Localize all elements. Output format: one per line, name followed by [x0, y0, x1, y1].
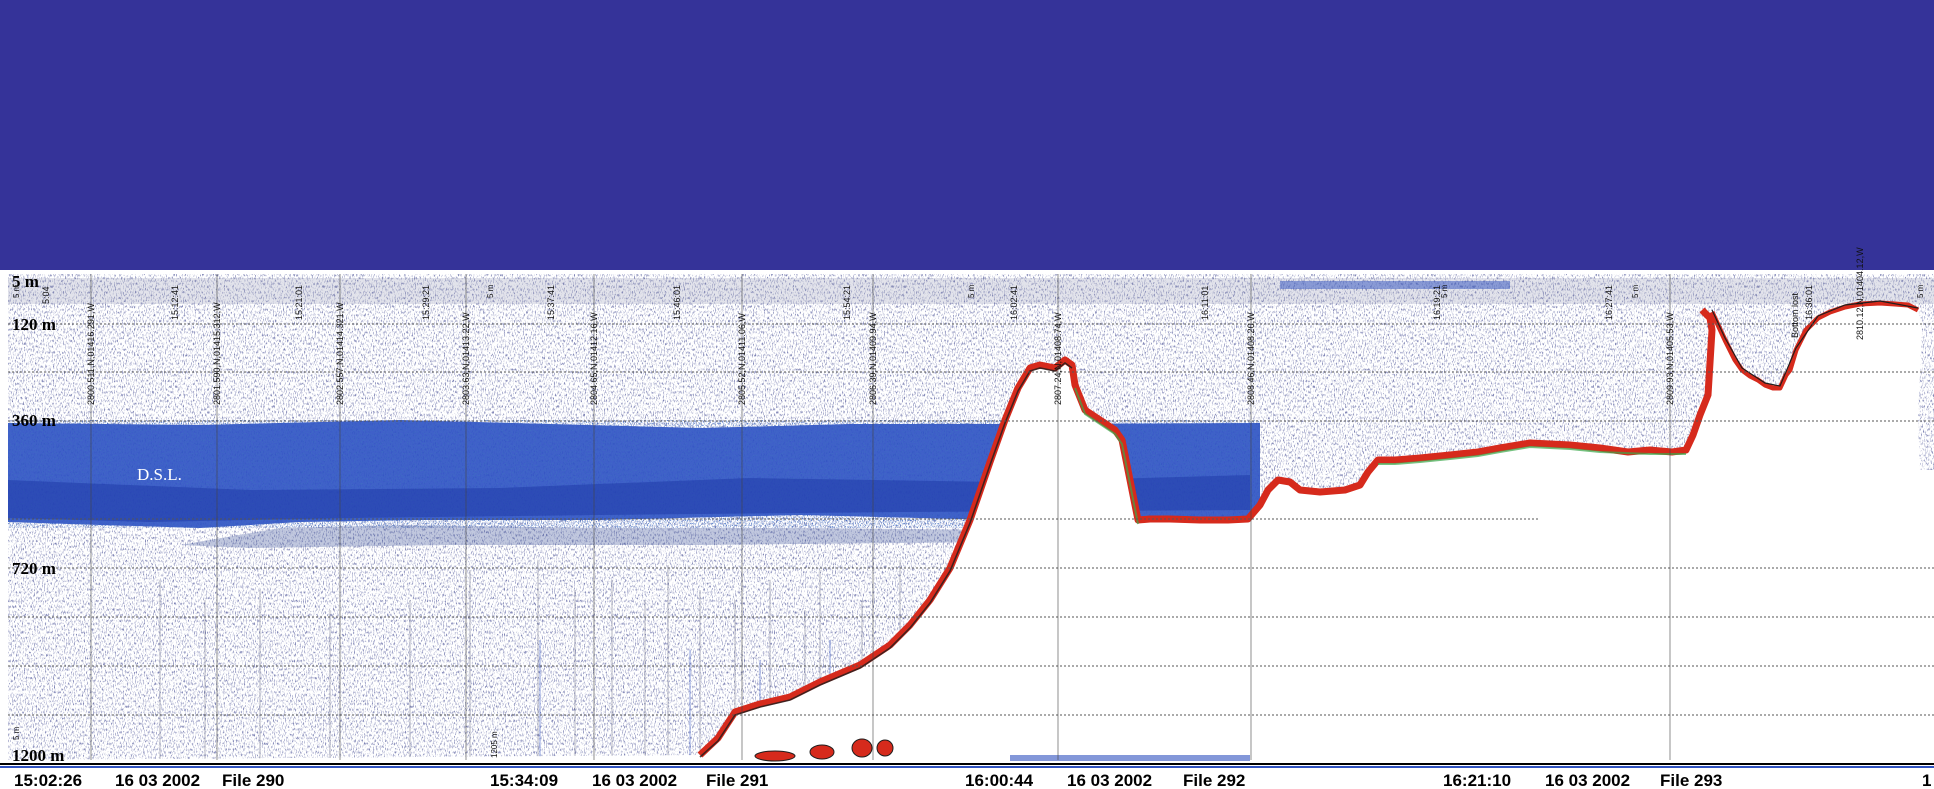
seafloor-echo — [697, 307, 1716, 758]
time-mark: 5:04 — [41, 286, 51, 304]
position-mark-lines — [90, 274, 1671, 760]
time-mark: 15:54:21 — [842, 285, 852, 320]
range-mark: 5 m — [1916, 284, 1925, 298]
bottom-blobs — [754, 738, 894, 762]
left-border — [0, 270, 8, 765]
position-label: 2807.24,N,01408.74,W — [1053, 312, 1063, 405]
bottom-lost-label: Bottom lost — [1790, 292, 1800, 338]
bottom-range-mark: 5 m — [12, 726, 21, 740]
file-name: File 293 — [1660, 771, 1722, 789]
time-mark: 16:27:41 — [1604, 285, 1614, 320]
footer-band — [0, 769, 1934, 789]
position-label: 2800.511,N,01416.291,W — [86, 303, 96, 405]
position-label: 2805.52,N,01411.06,W — [737, 313, 747, 405]
file-name: File 292 — [1183, 771, 1245, 789]
file-date: 16 03 2002 — [1067, 771, 1152, 789]
range-mark: 5 m — [1631, 284, 1640, 298]
file-stamps: 15:02:26 16 03 2002 File 290 15:34:09 16… — [14, 771, 1722, 789]
depth-gridlines — [8, 323, 1934, 716]
range-marks: 5 m 5 m 5 m 5 m 5 m 5 m — [12, 284, 1925, 298]
time-mark: 15:21:01 — [294, 285, 304, 320]
range-mark: 5 m — [1440, 284, 1449, 298]
file-date: 16 03 2002 — [592, 771, 677, 789]
file-date: 16 03 2002 — [115, 771, 200, 789]
header-band — [0, 0, 1934, 270]
file-time: 16:21:10 — [1443, 771, 1511, 789]
time-mark: 15:29:21 — [421, 285, 431, 320]
surface-scatter-blue — [1280, 281, 1510, 289]
time-mark: 16:19:21 — [1432, 285, 1442, 320]
file-name: File 291 — [706, 771, 768, 789]
time-mark: 15:46:01 — [672, 285, 682, 320]
time-mark: 15:12:41 — [170, 285, 180, 320]
depth-label-720m: 720 m — [12, 559, 56, 578]
bottom-strip — [1010, 755, 1250, 761]
position-label: 2808.46,N,01408.20,W — [1246, 312, 1256, 405]
position-label: 2801.590,N,01415.312,W — [212, 302, 222, 405]
depth-label-360m: 360 m — [12, 411, 56, 430]
dsl-label: D.S.L. — [137, 465, 182, 484]
file-time: 16:00:44 — [965, 771, 1034, 789]
position-label: 2804.65,N,01412.16,W — [589, 312, 599, 405]
range-mark: 5 m — [967, 284, 976, 298]
position-labels: 2800.511,N,01416.291,W 2801.590,N,01415.… — [86, 247, 1865, 405]
position-label: 2806.39,N,01409.94,W — [868, 312, 878, 405]
depth-label-5m: 5 m — [12, 272, 39, 291]
file-time: 15:34:09 — [490, 771, 558, 789]
seafloor-echo-edge — [699, 361, 1073, 758]
depth-label-120m: 120 m — [12, 315, 56, 334]
seafloor-echo-green — [1074, 387, 1686, 525]
lost-bottom-blob — [930, 731, 1060, 760]
time-mark: 16:36:01 — [1804, 285, 1814, 320]
range-mark: 5 m — [486, 284, 495, 298]
position-label: 2809.93,N,01405.53,W — [1665, 312, 1675, 405]
surface-scatter — [8, 278, 1934, 304]
seafloor-echo-right-edge — [1711, 300, 1919, 387]
time-mark: 16:11:01 — [1200, 286, 1210, 320]
dsl-core — [8, 475, 1250, 522]
file-date: 16 03 2002 — [1545, 771, 1630, 789]
time-mark: 15:37:41 — [546, 285, 556, 320]
depth-label-1200m: 1200 m — [12, 746, 64, 765]
position-label: 2810.12,N,01404.12,W — [1855, 247, 1865, 340]
time-mark: 16:02:41 — [1009, 285, 1019, 320]
position-label: 2803.63,N,01413.22,W — [461, 312, 471, 405]
range-mark: 5 m — [12, 284, 21, 298]
dsl-lower-band — [180, 525, 1000, 548]
edge-label: 1 — [1922, 771, 1931, 789]
file-time: 15:02:26 — [14, 771, 82, 789]
time-marks: 5:04 15:12:41 15:21:01 15:29:21 15:37:41… — [41, 285, 1814, 320]
bottom-range-mark: 1205 m — [490, 731, 499, 758]
file-name: File 290 — [222, 771, 284, 789]
position-label: 2802.557,N,01414.321,W — [335, 302, 345, 405]
